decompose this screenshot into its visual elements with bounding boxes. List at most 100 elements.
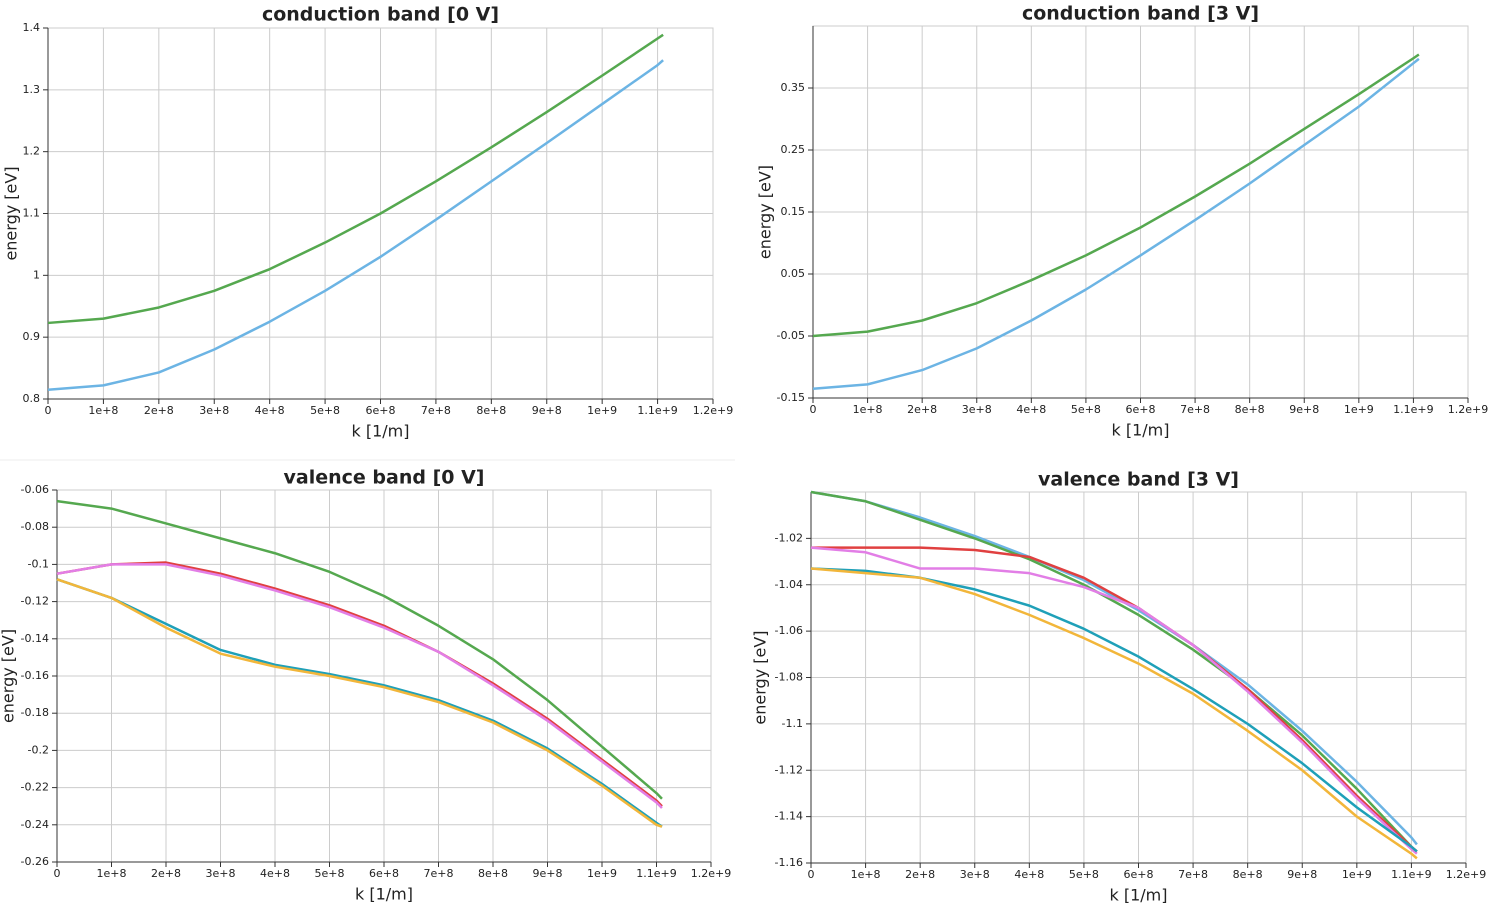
- series-line: [810, 490, 1418, 853]
- x-tick-label: 4e+8: [255, 404, 285, 417]
- series-line: [56, 561, 663, 808]
- y-tick-label: -0.06: [21, 483, 49, 496]
- x-tick-label: 7e+8: [1178, 868, 1208, 881]
- series-line: [810, 567, 1418, 860]
- x-tick-label: 3e+8: [199, 404, 229, 417]
- y-tick-label: 1.4: [23, 21, 41, 34]
- y-tick-label: -1.06: [775, 624, 803, 637]
- y-tick-label: -0.24: [21, 818, 49, 831]
- x-tick-label: 5e+8: [310, 404, 340, 417]
- y-tick-label: -0.15: [777, 391, 805, 404]
- x-tick-label: 6e+8: [366, 404, 396, 417]
- x-axis-label: k [1/m]: [1110, 886, 1168, 905]
- x-tick-label: 9e+8: [532, 404, 562, 417]
- y-axis-label: energy [eV]: [2, 166, 21, 260]
- y-tick-label: -1.02: [775, 531, 803, 544]
- y-tick-label: -0.18: [21, 706, 49, 719]
- y-tick-label: -0.08: [21, 520, 49, 533]
- x-axis-label: k [1/m]: [355, 885, 413, 904]
- x-tick-label: 7e+8: [424, 867, 454, 880]
- series-line: [810, 567, 1418, 853]
- y-tick-label: -0.16: [21, 669, 49, 682]
- x-tick-label: 8e+8: [1233, 868, 1263, 881]
- y-tick-label: -1.14: [775, 810, 803, 823]
- x-tick-label: 6e+8: [369, 867, 399, 880]
- x-tick-label: 1e+9: [1344, 403, 1374, 416]
- y-tick-label: 1: [33, 268, 40, 281]
- x-tick-label: 7e+8: [1180, 403, 1210, 416]
- x-tick-label: 8e+8: [476, 404, 506, 417]
- y-tick-label: 0.8: [23, 392, 41, 405]
- x-tick-label: 8e+8: [1235, 403, 1265, 416]
- x-tick-label: 0: [808, 868, 815, 881]
- x-tick-label: 1e+8: [97, 867, 127, 880]
- x-tick-label: 2e+8: [144, 404, 174, 417]
- x-tick-label: 1e+8: [851, 868, 881, 881]
- x-tick-label: 1.2e+9: [1448, 403, 1488, 416]
- x-tick-label: 5e+8: [1069, 868, 1099, 881]
- y-tick-label: -0.2: [28, 743, 49, 756]
- x-tick-label: 1.2e+9: [691, 867, 731, 880]
- series-line: [56, 578, 663, 828]
- x-tick-label: 1.2e+9: [693, 404, 733, 417]
- x-tick-label: 2e+8: [151, 867, 181, 880]
- y-tick-label: -1.1: [782, 717, 803, 730]
- x-tick-label: 2e+8: [905, 868, 935, 881]
- x-tick-label: 5e+8: [315, 867, 345, 880]
- series-line: [47, 33, 664, 325]
- y-tick-label: -1.08: [775, 671, 803, 684]
- y-tick-label: 0.25: [781, 143, 806, 156]
- y-tick-label: 0.9: [23, 330, 41, 343]
- x-tick-label: 8e+8: [478, 867, 508, 880]
- x-tick-label: 1.1e+9: [637, 404, 677, 417]
- x-tick-label: 1.1e+9: [1393, 403, 1433, 416]
- y-tick-label: -0.05: [777, 329, 805, 342]
- series-line: [811, 546, 1418, 853]
- x-tick-label: 1.2e+9: [1446, 868, 1486, 881]
- x-tick-label: 0: [54, 867, 61, 880]
- series-line: [47, 59, 664, 391]
- series-line: [56, 578, 663, 828]
- chart-title: valence band [3 V]: [1038, 469, 1239, 491]
- y-tick-label: 1.1: [23, 207, 41, 220]
- x-tick-label: 1.1e+9: [636, 867, 676, 880]
- x-tick-label: 6e+8: [1124, 868, 1154, 881]
- x-tick-label: 3e+8: [960, 868, 990, 881]
- x-tick-label: 7e+8: [421, 404, 451, 417]
- x-tick-label: 4e+8: [260, 867, 290, 880]
- x-tick-label: 1.1e+9: [1391, 868, 1431, 881]
- x-tick-label: 3e+8: [206, 867, 236, 880]
- x-axis-label: k [1/m]: [352, 422, 410, 441]
- y-tick-label: -0.22: [21, 781, 49, 794]
- y-tick-label: -0.14: [21, 632, 49, 645]
- chart-title: valence band [0 V]: [284, 467, 485, 489]
- x-tick-label: 5e+8: [1071, 403, 1101, 416]
- series-line: [56, 499, 663, 800]
- x-axis-label: k [1/m]: [1112, 421, 1170, 440]
- y-tick-label: -1.16: [775, 856, 803, 869]
- x-tick-label: 4e+8: [1014, 868, 1044, 881]
- chart-title: conduction band [3 V]: [1022, 3, 1259, 25]
- x-tick-label: 4e+8: [1016, 403, 1046, 416]
- y-axis-label: energy [eV]: [756, 165, 775, 259]
- y-tick-label: -0.12: [21, 595, 49, 608]
- x-tick-label: 9e+8: [533, 867, 563, 880]
- series-line: [812, 57, 1420, 390]
- x-tick-label: 9e+8: [1289, 403, 1319, 416]
- x-tick-label: 1e+9: [1342, 868, 1372, 881]
- x-tick-label: 3e+8: [962, 403, 992, 416]
- series-line: [810, 546, 1418, 855]
- x-tick-label: 6e+8: [1126, 403, 1156, 416]
- series-line: [812, 53, 1420, 338]
- series-line: [56, 563, 663, 809]
- y-tick-label: 0.15: [781, 205, 806, 218]
- x-tick-label: 9e+8: [1287, 868, 1317, 881]
- x-tick-label: 1e+9: [587, 867, 617, 880]
- y-tick-label: -1.12: [775, 763, 803, 776]
- y-tick-label: 0.35: [781, 81, 806, 94]
- y-tick-label: 1.2: [23, 145, 41, 158]
- y-tick-label: -0.1: [28, 557, 49, 570]
- y-axis-label: energy [eV]: [0, 629, 18, 723]
